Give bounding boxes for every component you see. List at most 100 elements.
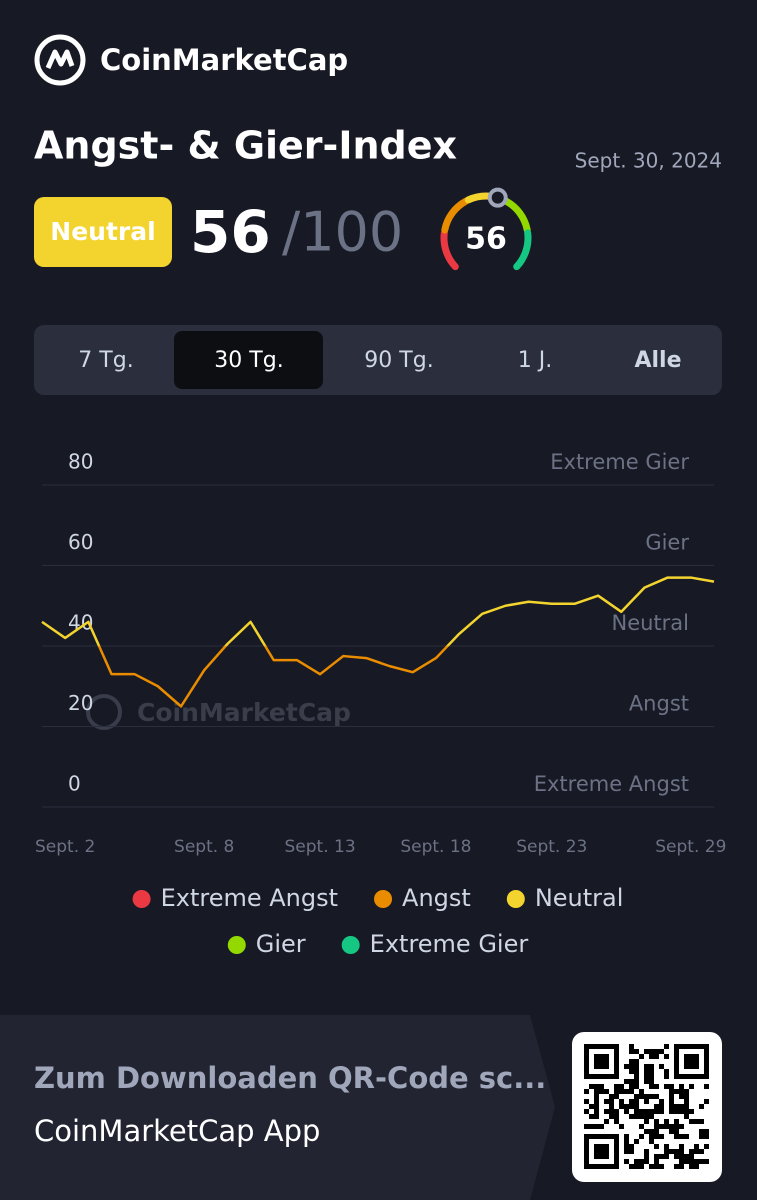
qr-module	[669, 1084, 674, 1089]
qr-module	[599, 1124, 604, 1129]
qr-module	[634, 1079, 639, 1084]
qr-module	[649, 1054, 654, 1059]
qr-module	[674, 1134, 679, 1139]
qr-module	[634, 1139, 639, 1144]
qr-module	[594, 1144, 599, 1149]
qr-module	[594, 1084, 599, 1089]
qr-module	[674, 1104, 679, 1109]
qr-module	[649, 1134, 654, 1139]
qr-module	[689, 1119, 694, 1124]
qr-module	[674, 1069, 679, 1074]
qr-module	[679, 1154, 684, 1159]
qr-module	[684, 1159, 689, 1164]
qr-module	[599, 1084, 604, 1089]
qr-module	[624, 1079, 629, 1084]
qr-code[interactable]	[572, 1032, 722, 1182]
qr-module	[604, 1074, 609, 1079]
qr-module	[679, 1109, 684, 1114]
qr-module	[704, 1049, 709, 1054]
qr-module	[654, 1104, 659, 1109]
qr-module	[604, 1149, 609, 1154]
qr-module	[704, 1129, 709, 1134]
qr-module	[634, 1094, 639, 1099]
qr-module	[614, 1159, 619, 1164]
qr-module	[654, 1119, 659, 1124]
index-max: /100	[282, 201, 403, 264]
qr-module	[649, 1164, 654, 1169]
qr-module	[684, 1059, 689, 1064]
qr-module	[589, 1134, 594, 1139]
qr-module	[699, 1044, 704, 1049]
qr-module	[619, 1089, 624, 1094]
qr-module	[659, 1099, 664, 1104]
qr-module	[659, 1124, 664, 1129]
qr-module	[659, 1064, 664, 1069]
qr-module	[654, 1164, 659, 1169]
qr-module	[584, 1044, 589, 1049]
qr-module	[684, 1054, 689, 1059]
qr-module	[624, 1089, 629, 1094]
qr-module	[594, 1154, 599, 1159]
qr-module	[609, 1099, 614, 1104]
legend-label: Gier	[256, 930, 306, 958]
qr-module	[594, 1134, 599, 1139]
qr-module	[624, 1064, 629, 1069]
qr-module	[639, 1089, 644, 1094]
qr-module	[599, 1059, 604, 1064]
tab[interactable]: 7 Tg.	[78, 348, 133, 373]
qr-module	[699, 1104, 704, 1109]
qr-module	[634, 1099, 639, 1104]
qr-module	[594, 1109, 599, 1114]
tab[interactable]: 90 Tg.	[364, 348, 433, 373]
qr-module	[599, 1149, 604, 1154]
qr-module	[624, 1134, 629, 1139]
qr-module	[679, 1149, 684, 1154]
qr-module	[664, 1149, 669, 1154]
tab[interactable]: 1 J.	[518, 348, 552, 373]
qr-module	[634, 1049, 639, 1054]
qr-module	[604, 1109, 609, 1114]
banner-text: Zum Downloaden QR-Code sc...	[34, 1061, 546, 1095]
y-tick-label: 20	[68, 691, 93, 715]
qr-module	[644, 1074, 649, 1079]
qr-module	[704, 1054, 709, 1059]
qr-module	[639, 1164, 644, 1169]
qr-module	[629, 1059, 634, 1064]
qr-module	[629, 1044, 634, 1049]
qr-module	[674, 1124, 679, 1129]
qr-module	[599, 1144, 604, 1149]
qr-module	[689, 1159, 694, 1164]
qr-module	[624, 1104, 629, 1109]
qr-module	[609, 1094, 614, 1099]
legend-label: Angst	[402, 884, 471, 912]
qr-module	[589, 1084, 594, 1089]
qr-module	[664, 1119, 669, 1124]
qr-module	[704, 1059, 709, 1064]
qr-module	[689, 1084, 694, 1089]
qr-module	[604, 1119, 609, 1124]
qr-module	[589, 1044, 594, 1049]
qr-module	[624, 1109, 629, 1114]
qr-pattern	[584, 1044, 709, 1169]
qr-module	[694, 1144, 699, 1149]
qr-module	[649, 1049, 654, 1054]
qr-module	[664, 1154, 669, 1159]
qr-module	[614, 1059, 619, 1064]
qr-module	[694, 1159, 699, 1164]
qr-module	[594, 1064, 599, 1069]
qr-module	[674, 1109, 679, 1114]
qr-module	[654, 1134, 659, 1139]
qr-module	[594, 1114, 599, 1119]
qr-module	[694, 1064, 699, 1069]
qr-module	[704, 1084, 709, 1089]
qr-module	[699, 1129, 704, 1134]
qr-module	[599, 1074, 604, 1079]
tab-selected[interactable]	[174, 331, 323, 389]
qr-module	[634, 1059, 639, 1064]
qr-module	[694, 1044, 699, 1049]
tab[interactable]: 30 Tg.	[214, 348, 283, 373]
qr-module	[594, 1104, 599, 1109]
qr-module	[634, 1114, 639, 1119]
qr-module	[644, 1069, 649, 1074]
tab[interactable]: Alle	[634, 348, 681, 373]
